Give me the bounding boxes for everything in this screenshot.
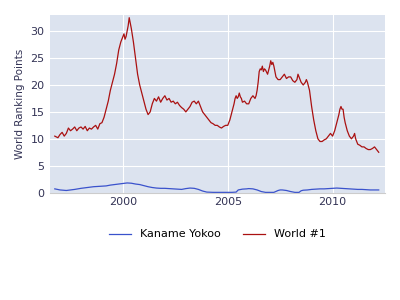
Kaname Yokoo <box>150 186 155 189</box>
Line: World #1: World #1 <box>55 18 379 152</box>
Line: Kaname Yokoo: Kaname Yokoo <box>55 183 379 192</box>
Kaname Yokoo <box>376 188 381 192</box>
World #1 <box>98 122 102 125</box>
Kaname Yokoo <box>192 187 197 190</box>
Kaname Yokoo <box>255 188 260 192</box>
World #1 <box>190 100 194 104</box>
World #1 <box>366 148 371 152</box>
Kaname Yokoo <box>299 189 304 193</box>
Kaname Yokoo <box>196 188 201 191</box>
World #1 <box>127 16 132 20</box>
World #1 <box>343 121 348 124</box>
Kaname Yokoo <box>142 184 146 188</box>
Kaname Yokoo <box>52 187 57 191</box>
World #1 <box>126 24 130 28</box>
World #1 <box>60 130 64 134</box>
World #1 <box>52 134 57 138</box>
Y-axis label: World Ranking Points: World Ranking Points <box>15 49 25 159</box>
World #1 <box>376 151 381 154</box>
Kaname Yokoo <box>125 181 130 185</box>
Kaname Yokoo <box>211 190 216 194</box>
Legend: Kaname Yokoo, World #1: Kaname Yokoo, World #1 <box>104 225 330 244</box>
